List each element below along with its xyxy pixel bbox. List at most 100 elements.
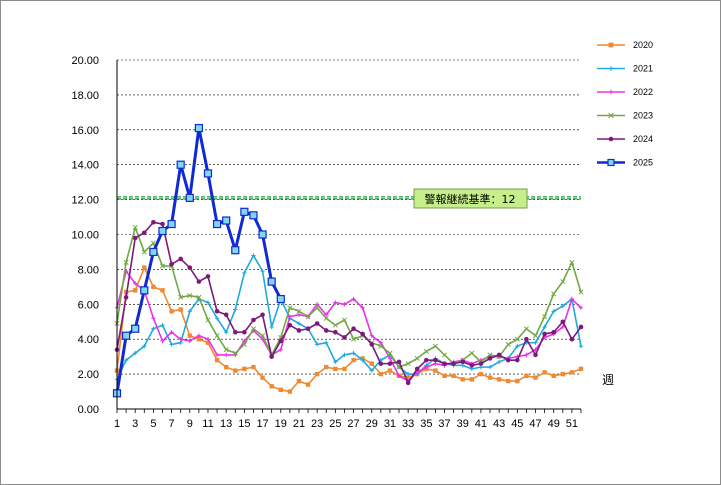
data-point [524,373,529,379]
marker-stroke [187,293,193,299]
marker-stroke [469,350,475,356]
data-point [460,377,465,382]
x-tick-label: 19 [275,418,287,430]
data-point [469,363,475,368]
data-point [160,338,165,344]
marker-stroke [405,361,411,367]
data-point [332,322,338,328]
legend-swatch-marker [608,136,614,142]
data-point [132,288,138,293]
data-point [278,338,284,344]
data-point [149,247,158,257]
x-tick-label: 11 [202,418,213,430]
data-point [251,317,256,323]
data-point [387,356,393,361]
data-point [578,366,584,372]
data-point [551,373,556,379]
data-point [205,274,211,279]
data-point [314,302,320,307]
data-point [240,207,249,216]
data-point [159,263,166,269]
data-point [223,330,229,335]
marker-stroke [487,352,493,358]
data-point [242,270,247,276]
data-point [369,368,374,373]
data-point [451,373,456,379]
data-point [305,382,311,387]
x-tick-label: 3 [132,418,138,430]
legend-label: 2025 [633,158,653,168]
data-point [333,366,338,372]
marker-stroke [205,317,211,323]
data-point [569,336,575,342]
x-tick-label: 43 [493,418,505,430]
data-point [533,352,538,358]
data-point [196,337,202,342]
x-tick-label: 7 [169,418,175,430]
data-point [323,315,329,321]
data-point [542,324,547,330]
y-tick-label: 20.00 [71,55,99,67]
data-point [360,331,365,337]
data-point [360,305,365,310]
data-point [378,371,384,377]
data-point [505,341,511,347]
data-point [223,312,229,318]
x-tick-label: 21 [293,418,305,430]
data-point [223,352,229,358]
x-tick-label: 25 [329,418,341,430]
marker-stroke [323,315,329,321]
data-point [387,350,393,356]
marker-stroke [505,341,511,347]
data-point [506,378,511,384]
data-point [196,294,202,300]
data-point [214,352,220,358]
legend-label: 2023 [633,111,653,121]
data-point [496,359,502,365]
data-point [324,312,329,317]
x-tick-label: 37 [438,418,450,430]
legend-label: 2021 [633,64,653,74]
series-line-2024 [116,221,582,384]
data-point [342,302,347,307]
data-point [523,326,529,332]
data-point [258,230,267,239]
data-point [278,347,283,352]
data-point [242,329,247,335]
marker-stroke [551,291,557,297]
data-point [142,265,147,270]
data-point [169,261,174,267]
data-point [487,352,493,358]
data-point [151,284,156,290]
data-point [287,389,293,394]
marker-stroke [542,313,548,320]
x-tick-label: 49 [548,418,560,430]
data-point [241,341,247,347]
data-point [560,371,566,377]
legend-label: 2024 [633,134,653,144]
marker-stroke [123,259,129,265]
x-tick-label: 51 [566,418,578,430]
data-point [287,322,293,328]
marker-stroke [287,305,293,311]
legend-item-2024: 2024 [597,134,653,144]
data-point [578,289,584,295]
data-point [214,316,220,321]
data-point [505,357,511,363]
data-point [251,253,256,258]
data-point [324,364,329,370]
data-point [203,169,213,178]
data-point [278,387,283,393]
data-point [515,357,520,363]
data-point [296,378,302,384]
marker-stroke [314,305,320,311]
data-point [405,380,411,386]
marker-stroke [341,317,348,323]
data-point [441,352,448,358]
data-point [194,123,203,133]
x-tick-label: 5 [150,418,156,430]
data-point [141,249,147,255]
legend-label: 2020 [633,40,653,50]
marker-stroke [441,352,448,358]
